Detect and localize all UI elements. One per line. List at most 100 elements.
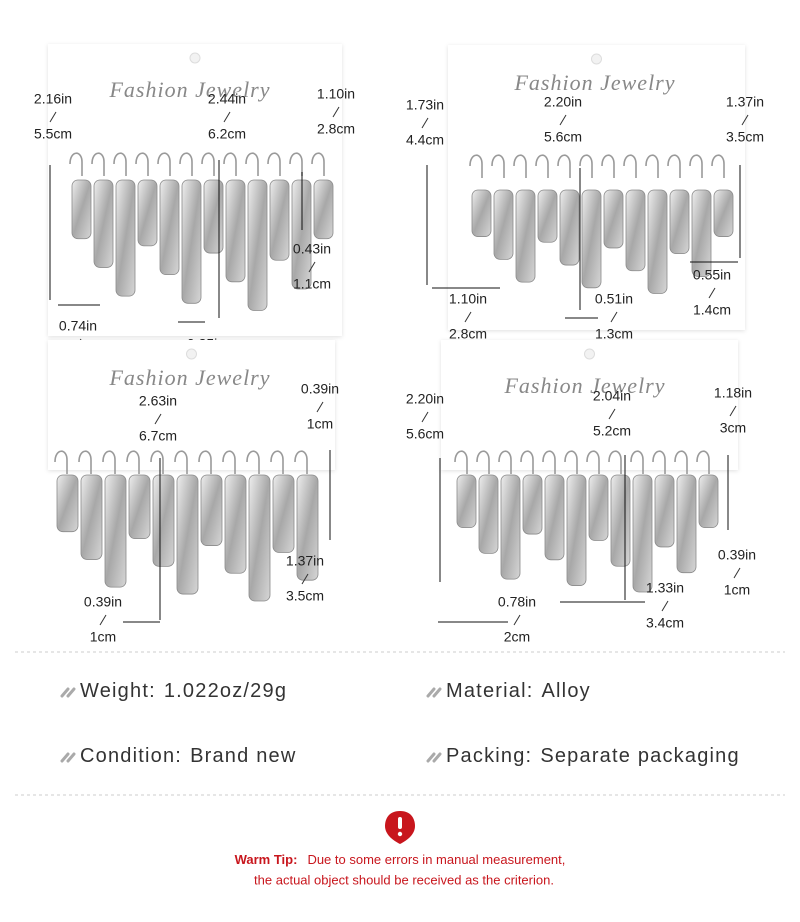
earring-hook <box>270 450 284 474</box>
measurement-cm: 3cm <box>720 420 746 436</box>
panel: Fashion Jewelry 2.63in 6.7cm 0.39in 1cm 1.37i… <box>48 340 339 645</box>
earring-hook <box>711 154 725 178</box>
earring-charm <box>581 189 602 289</box>
spec-icon <box>426 687 442 698</box>
measurement-cm: 1.4cm <box>693 302 731 318</box>
measurement-cm: 1cm <box>307 416 333 432</box>
earring-charm <box>647 189 668 294</box>
earring-charm <box>493 189 514 260</box>
earring-charm <box>93 179 114 268</box>
measurement-inch: 2.44in <box>208 91 246 107</box>
measurement-separator <box>332 106 340 118</box>
earring-charm <box>625 189 646 272</box>
earring-charm <box>176 474 199 595</box>
earring-hook <box>179 152 193 176</box>
earring-hook <box>246 450 260 474</box>
earring-hook <box>113 152 127 176</box>
spec-label: Material: <box>446 680 534 702</box>
earring-charm <box>313 179 334 240</box>
measurement-cm: 4.4cm <box>406 132 444 148</box>
earring-charm <box>559 189 580 266</box>
earring-hook <box>645 154 659 178</box>
earring-charm <box>225 179 246 283</box>
earring-charm <box>269 179 290 261</box>
earring-hook <box>454 450 468 474</box>
earring-hook <box>696 450 710 474</box>
spec-value: Brand new <box>190 745 296 767</box>
earring-charm <box>80 474 103 560</box>
earring-charm <box>544 474 565 561</box>
spec: Condition: Brand new <box>80 745 296 767</box>
earring-hook <box>630 450 644 474</box>
warm-tip-line: Warm Tip: Due to some errors in manual me… <box>235 852 566 867</box>
measurement-separator <box>421 117 429 129</box>
measurement-cm: 5.5cm <box>34 126 72 142</box>
earring-charm <box>248 474 271 602</box>
earring-charm <box>247 179 268 311</box>
measurement-cm: 2.8cm <box>449 326 487 342</box>
specs: Weight: 1.022oz/29g Material: Alloy Conditio… <box>60 680 740 767</box>
earring-hook <box>667 154 681 178</box>
measurement-separator <box>49 111 57 123</box>
earring-hook <box>557 154 571 178</box>
earring-charm <box>128 474 151 540</box>
earring-charm <box>676 474 697 574</box>
earring-charm <box>456 474 477 529</box>
earring-charm <box>159 179 180 276</box>
spec-label: Weight: <box>80 680 156 702</box>
earring-hook <box>294 450 308 474</box>
earring-charm <box>56 474 79 533</box>
earring-hook <box>564 450 578 474</box>
measurement-cm: 1.3cm <box>595 326 633 342</box>
measurement-cm: 1cm <box>724 582 750 598</box>
spec-icon <box>426 752 442 763</box>
card-hole <box>189 52 201 64</box>
measurement-separator <box>741 114 749 126</box>
earring-charm <box>698 474 719 529</box>
card-title: Fashion Jewelry <box>513 70 675 95</box>
earring-hook <box>126 450 140 474</box>
earring-hook <box>601 154 615 178</box>
earring-charm <box>537 189 558 243</box>
measurement-separator <box>708 287 716 299</box>
measurement-cm: 1cm <box>90 629 116 645</box>
earring-charm <box>713 189 734 237</box>
measurement-inch: 1.33in <box>646 580 684 596</box>
measurement-inch: 1.10in <box>449 291 487 307</box>
earring-charm <box>137 179 158 247</box>
earring-hook <box>78 450 92 474</box>
earring-hook <box>289 152 303 176</box>
warm-tip-text: the actual object should be received as … <box>254 872 554 887</box>
warm-tip-label: Warm Tip: <box>235 852 298 867</box>
earring-charm <box>471 189 492 237</box>
earring-hook <box>476 450 490 474</box>
measurement-inch: 2.20in <box>406 391 444 407</box>
panels: Fashion Jewelry 2.16in 5.5cm 2.44in 6.2cm 1.1… <box>34 44 764 645</box>
spec-label: Condition: <box>80 745 182 767</box>
earring-charm <box>224 474 247 574</box>
measurement-inch: 2.63in <box>139 393 177 409</box>
spec-icon <box>60 752 76 763</box>
measurement-inch: 2.16in <box>34 91 72 107</box>
measurement-separator <box>223 111 231 123</box>
earring-hook <box>623 154 637 178</box>
spec-value: 1.022oz/29g <box>164 680 287 702</box>
spec-label: Packing: <box>446 745 532 767</box>
earring-hook <box>579 154 593 178</box>
card-title: Fashion Jewelry <box>108 365 270 390</box>
measurement-inch: 2.04in <box>593 388 631 404</box>
earring-charm <box>654 474 675 548</box>
measurement-cm: 6.2cm <box>208 126 246 142</box>
spec-value: Separate packaging <box>540 745 740 767</box>
panel: Fashion Jewelry 1.73in 4.4cm 2.20in 5.6cm 1.3… <box>406 45 764 342</box>
earring-hook <box>689 154 703 178</box>
earring-hook <box>674 450 688 474</box>
earring-hook <box>520 450 534 474</box>
measurement-separator <box>559 114 567 126</box>
measurement-cm: 1.1cm <box>293 276 331 292</box>
measurement-inch: 1.37in <box>726 94 764 110</box>
measurement-separator <box>608 408 616 420</box>
measurement-separator <box>154 413 162 425</box>
earring-hook <box>491 154 505 178</box>
